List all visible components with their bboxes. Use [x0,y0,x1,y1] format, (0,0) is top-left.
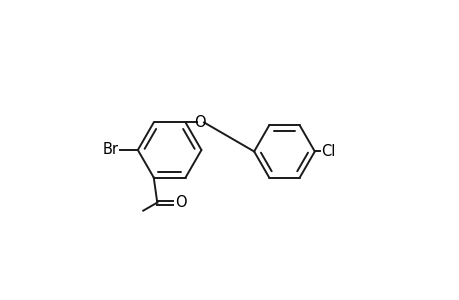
Text: O: O [194,115,206,130]
Text: O: O [174,195,186,210]
Text: Cl: Cl [320,144,335,159]
Text: Br: Br [102,142,118,158]
